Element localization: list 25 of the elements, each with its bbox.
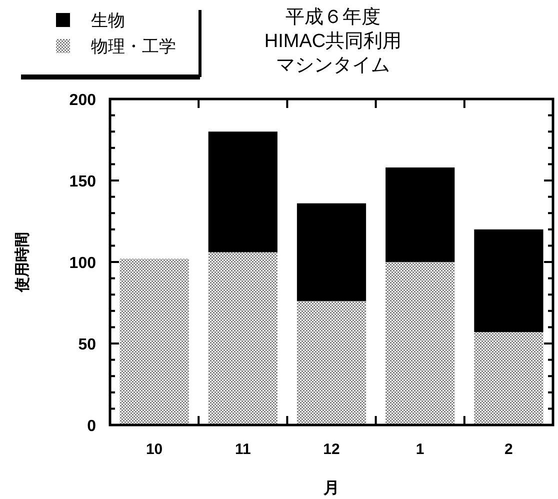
bar (474, 332, 544, 425)
x-axis-title: 月 (322, 480, 340, 497)
x-tick-label: 12 (323, 441, 340, 458)
x-tick-label: 11 (234, 441, 251, 458)
bar (208, 132, 278, 252)
y-tick-label: 150 (69, 174, 96, 190)
chart-subtitle: HIMAC共同利用 (264, 31, 402, 52)
y-axis-title: 使用時間 (14, 232, 31, 293)
y-tick-label: 0 (87, 418, 96, 435)
y-tick-label: 200 (69, 92, 96, 109)
text: マシンタイム (276, 55, 390, 76)
x-tick-label: 1 (416, 441, 424, 458)
legend-label: 物理・工学 (91, 37, 176, 56)
bar (296, 203, 366, 302)
y-tick-label: 50 (78, 336, 96, 354)
y-tick-label: 100 (69, 255, 96, 272)
bar (208, 252, 278, 425)
bar (120, 258, 189, 425)
legend-label: 生物 (91, 11, 125, 30)
bar (296, 301, 366, 425)
x-tick-label: 10 (146, 441, 163, 458)
x-tick-label: 2 (504, 441, 513, 458)
bar (386, 167, 455, 262)
chart-title: 平成６年度 (286, 6, 380, 28)
bar (386, 262, 455, 425)
